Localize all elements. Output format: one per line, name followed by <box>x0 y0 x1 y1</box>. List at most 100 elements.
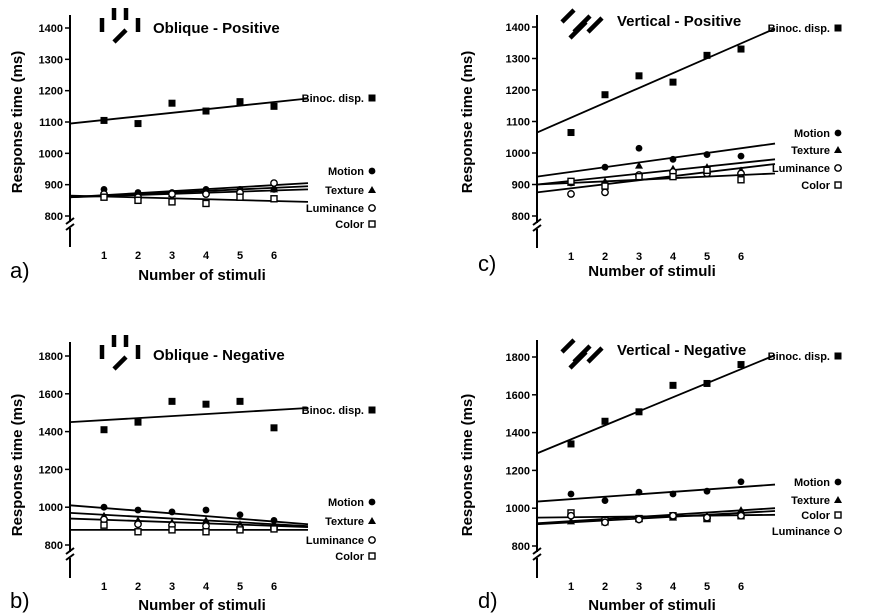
axis-break-mark <box>532 224 542 232</box>
chart-title: Vertical - Positive <box>617 13 741 30</box>
data-point <box>567 490 575 498</box>
data-point <box>635 515 643 524</box>
x-tick-label: 6 <box>738 251 744 263</box>
legend-label: Binoc. disp. <box>302 405 364 417</box>
legend-marker <box>834 181 842 189</box>
data-point <box>100 193 108 201</box>
data-point <box>202 107 210 115</box>
x-tick-label: 6 <box>271 581 277 593</box>
data-point <box>270 525 278 533</box>
axis-break-mark <box>532 553 542 561</box>
fit-line <box>536 142 776 178</box>
legend-label: Binoc. disp. <box>768 23 830 35</box>
data-point <box>270 195 278 203</box>
y-tick-label: 900 <box>512 180 530 192</box>
x-tick-label: 1 <box>101 581 107 593</box>
x-tick-label: 5 <box>237 581 243 593</box>
series: Color <box>69 193 376 231</box>
axis-break-mark <box>532 547 542 555</box>
x-axis-label: Number of stimuli <box>588 263 716 280</box>
legend-marker <box>368 167 376 175</box>
data-point <box>567 129 575 137</box>
y-tick-label: 800 <box>512 541 530 553</box>
data-point <box>601 163 609 171</box>
series: Binoc. disp. <box>69 397 376 434</box>
data-point <box>270 424 278 432</box>
axis-break-mark <box>532 218 542 226</box>
y-tick-label: 1200 <box>506 465 530 477</box>
chart-panel: 800 1000 1200 1400 1600 1800 1 2 3 4 5 6 Number of s… <box>459 338 842 614</box>
data-point <box>567 177 575 186</box>
data-point <box>202 400 210 408</box>
x-tick-label: 4 <box>670 251 677 263</box>
data-point <box>635 488 643 496</box>
stimulus-bar-icon <box>568 20 588 40</box>
x-tick-label: 4 <box>203 581 210 593</box>
legend-marker <box>834 527 842 535</box>
x-tick-label: 2 <box>602 581 608 593</box>
chart-panel: 800 1000 1200 1400 1600 1800 1 2 3 4 5 6 Number of s… <box>9 335 376 614</box>
legend-marker <box>834 352 842 360</box>
stimulus-bar-icon <box>560 338 576 354</box>
y-tick-label: 900 <box>45 180 63 192</box>
data-point <box>567 440 575 448</box>
legend-label: Binoc. disp. <box>768 351 830 363</box>
data-point <box>703 51 711 59</box>
data-point <box>601 188 609 197</box>
legend-marker <box>368 406 376 414</box>
x-tick-label: 5 <box>704 251 710 263</box>
y-tick-label: 1300 <box>39 54 63 66</box>
y-tick-label: 1000 <box>506 503 530 515</box>
panel-letter: c) <box>478 251 496 276</box>
chart-panel: 800 900 1000 1100 1200 1300 1400 1 2 3 4 5 6 Number o… <box>459 8 842 280</box>
stimulus-bar-icon <box>586 346 604 364</box>
data-point <box>567 511 575 520</box>
y-tick-label: 1100 <box>39 117 63 129</box>
x-tick-label: 6 <box>271 250 277 262</box>
data-point <box>601 417 609 425</box>
legend-marker <box>368 204 376 212</box>
data-point <box>703 513 711 522</box>
stimulus-bar-icon <box>112 355 128 371</box>
fit-line <box>536 354 776 455</box>
data-point <box>270 102 278 110</box>
data-point <box>168 198 176 206</box>
data-point <box>669 490 677 498</box>
data-point <box>100 503 108 511</box>
y-tick-label: 1600 <box>506 390 530 402</box>
legend-label: Luminance <box>306 203 364 215</box>
data-point <box>669 381 677 389</box>
y-tick-label: 1400 <box>506 428 530 440</box>
series: Luminance <box>536 510 842 538</box>
series: Binoc. disp. <box>69 93 376 128</box>
series: Binoc. disp. <box>536 23 842 137</box>
legend-marker <box>834 164 842 172</box>
series: Color <box>70 521 376 563</box>
data-point <box>168 526 176 534</box>
data-point <box>202 516 210 524</box>
y-tick-label: 800 <box>45 211 63 223</box>
y-axis-label: Response time (ms) <box>459 51 476 194</box>
fit-line <box>536 158 776 186</box>
legend-marker <box>368 536 376 544</box>
data-point <box>134 520 142 529</box>
data-point <box>236 193 244 201</box>
data-point <box>635 408 643 416</box>
panel-letter: b) <box>10 588 30 613</box>
legend-marker <box>368 552 376 560</box>
y-tick-label: 1200 <box>39 464 63 476</box>
stimulus-bar-icon <box>112 28 128 44</box>
axis-break-mark <box>65 223 75 231</box>
data-point <box>669 172 677 181</box>
fit-line <box>69 97 309 125</box>
y-tick-label: 800 <box>512 211 530 223</box>
data-point <box>168 508 176 516</box>
x-tick-label: 2 <box>135 581 141 593</box>
series: Motion <box>69 497 376 526</box>
series: Motion <box>536 128 842 187</box>
data-point <box>134 506 142 514</box>
fit-line <box>536 27 776 134</box>
x-axis-label: Number of stimuli <box>138 267 266 284</box>
y-tick-label: 800 <box>45 540 63 552</box>
